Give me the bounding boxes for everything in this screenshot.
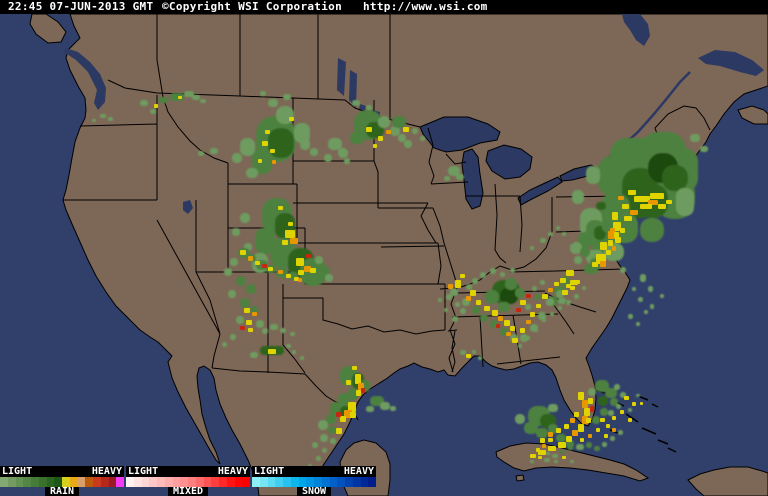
radar-rain-light-layer (92, 91, 708, 468)
snow-heavy-label: HEAVY (343, 466, 374, 477)
snow-colorbar (252, 477, 376, 487)
great-salt-lake (183, 200, 193, 214)
legend-panel-mixed: LIGHT HEAVY MIXED (126, 466, 250, 496)
lake-michigan (461, 148, 484, 210)
legend-panel-rain: LIGHT HEAVY RAIN (0, 466, 124, 496)
james-bay (622, 14, 650, 46)
radar-rain-heavy-layer (154, 96, 672, 459)
mixed-light-label: LIGHT (128, 466, 159, 477)
legend-panel-snow: LIGHT HEAVY SNOW (252, 466, 376, 496)
rain-label: RAIN (44, 487, 80, 496)
timestamp: 22:45 07-JUN-2013 GMT (8, 0, 154, 13)
gulf-of-st-lawrence (698, 50, 764, 76)
great-lakes (419, 116, 602, 210)
precip-legend: LIGHT HEAVY RAIN LIGHT HEAVY MIXED LIGHT… (0, 466, 380, 496)
lake-superior (419, 116, 501, 153)
lake-huron (485, 144, 533, 180)
snow-label: SNOW (296, 487, 332, 496)
mixed-heavy-label: HEAVY (217, 466, 248, 477)
copyright-text: ©Copyright WSI Corporation (162, 0, 342, 13)
rain-scale-bar: LIGHT HEAVY (0, 466, 124, 477)
rain-light-label: LIGHT (2, 466, 33, 477)
vancouver-island (29, 13, 67, 44)
nova-scotia (737, 105, 768, 125)
snow-scale-bar: LIGHT HEAVY (252, 466, 376, 477)
mixed-scale-bar: LIGHT HEAVY (126, 466, 250, 477)
title-bar: 22:45 07-JUN-2013 GMT ©Copyright WSI Cor… (0, 0, 768, 14)
snow-light-label: LIGHT (254, 466, 285, 477)
rain-colorbar (0, 477, 124, 487)
lake-erie (517, 176, 563, 206)
puget-sound (64, 48, 106, 110)
wsi-url: http://www.wsi.com (363, 0, 488, 13)
rain-heavy-label: HEAVY (91, 466, 122, 477)
mixed-colorbar (126, 477, 250, 487)
hispaniola (687, 466, 768, 496)
mixed-label: MIXED (167, 487, 209, 496)
